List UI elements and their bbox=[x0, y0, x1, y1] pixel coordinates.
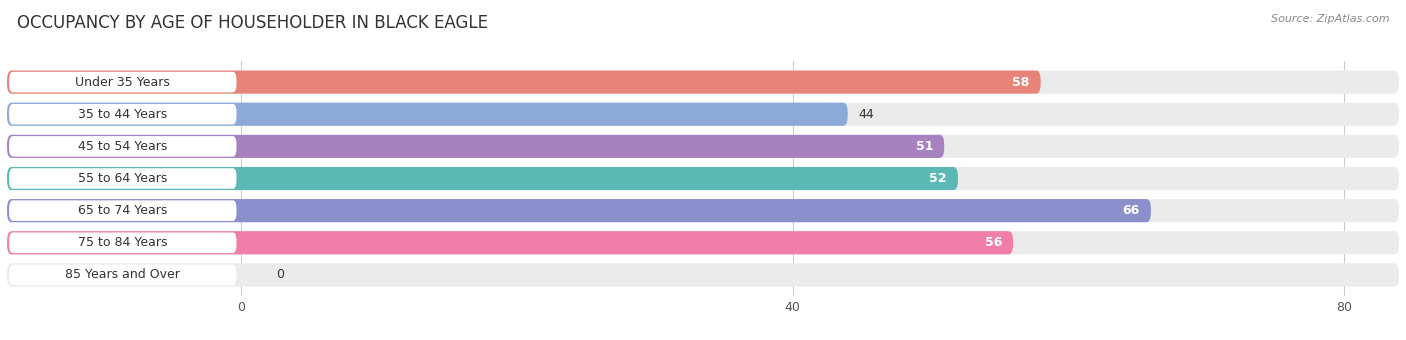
Text: 85 Years and Over: 85 Years and Over bbox=[65, 268, 180, 282]
Text: OCCUPANCY BY AGE OF HOUSEHOLDER IN BLACK EAGLE: OCCUPANCY BY AGE OF HOUSEHOLDER IN BLACK… bbox=[17, 14, 488, 32]
FancyBboxPatch shape bbox=[7, 199, 1399, 222]
Text: 58: 58 bbox=[1012, 75, 1029, 89]
Text: 52: 52 bbox=[929, 172, 946, 185]
FancyBboxPatch shape bbox=[8, 168, 236, 189]
FancyBboxPatch shape bbox=[7, 103, 1399, 126]
FancyBboxPatch shape bbox=[7, 103, 848, 126]
FancyBboxPatch shape bbox=[8, 200, 236, 221]
FancyBboxPatch shape bbox=[7, 70, 1040, 94]
Text: 66: 66 bbox=[1122, 204, 1140, 217]
FancyBboxPatch shape bbox=[7, 70, 1399, 94]
FancyBboxPatch shape bbox=[7, 167, 957, 190]
FancyBboxPatch shape bbox=[7, 264, 1399, 287]
Text: 44: 44 bbox=[859, 108, 875, 121]
Text: 56: 56 bbox=[984, 236, 1002, 249]
FancyBboxPatch shape bbox=[7, 135, 945, 158]
Text: 65 to 74 Years: 65 to 74 Years bbox=[79, 204, 167, 217]
FancyBboxPatch shape bbox=[7, 231, 1399, 254]
Text: 45 to 54 Years: 45 to 54 Years bbox=[79, 140, 167, 153]
Text: Under 35 Years: Under 35 Years bbox=[76, 75, 170, 89]
Text: Source: ZipAtlas.com: Source: ZipAtlas.com bbox=[1271, 14, 1389, 23]
FancyBboxPatch shape bbox=[8, 104, 236, 124]
Text: 75 to 84 Years: 75 to 84 Years bbox=[79, 236, 167, 249]
FancyBboxPatch shape bbox=[7, 167, 1399, 190]
Text: 0: 0 bbox=[276, 268, 284, 282]
FancyBboxPatch shape bbox=[7, 231, 1014, 254]
FancyBboxPatch shape bbox=[8, 233, 236, 253]
Text: 55 to 64 Years: 55 to 64 Years bbox=[79, 172, 167, 185]
FancyBboxPatch shape bbox=[7, 199, 1152, 222]
FancyBboxPatch shape bbox=[8, 265, 236, 285]
Text: 35 to 44 Years: 35 to 44 Years bbox=[79, 108, 167, 121]
Text: 51: 51 bbox=[915, 140, 934, 153]
FancyBboxPatch shape bbox=[7, 135, 1399, 158]
FancyBboxPatch shape bbox=[8, 136, 236, 157]
FancyBboxPatch shape bbox=[8, 72, 236, 92]
